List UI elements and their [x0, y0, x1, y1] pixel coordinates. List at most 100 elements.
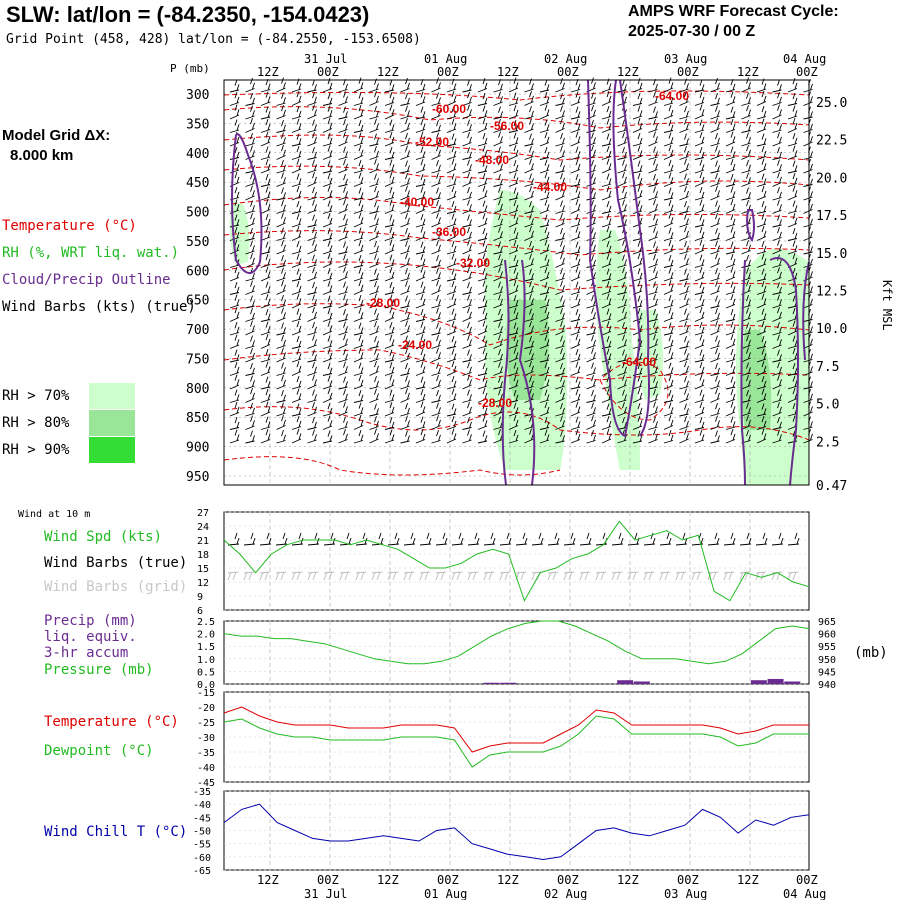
wind-barb-true	[563, 532, 576, 546]
wind-barb	[400, 387, 410, 403]
wind-barb	[493, 266, 503, 282]
wind-barb	[756, 90, 767, 106]
wind-barb	[493, 78, 503, 93]
wind-barb	[322, 172, 333, 187]
wind-barb	[539, 374, 550, 390]
wind-barb	[431, 104, 441, 120]
page-title: SLW: lat/lon = (-84.2350, -154.0423)	[6, 2, 370, 27]
pressure-tick-label: 750	[186, 352, 209, 367]
wind-barb	[245, 185, 255, 201]
wind-barb	[679, 415, 689, 430]
wind-barb	[539, 401, 550, 417]
wind-barb	[384, 401, 395, 417]
wind-barb-grid	[579, 571, 591, 581]
wind-barb	[431, 159, 441, 174]
wind-barb	[369, 200, 379, 214]
wind-barb	[446, 348, 457, 363]
wind-barb	[322, 77, 333, 93]
wind-barb	[245, 267, 255, 282]
wind-barb	[369, 308, 379, 322]
wind-barb	[710, 240, 720, 255]
precip-tick: 0.5	[197, 667, 215, 678]
wind-barb	[756, 348, 767, 363]
wind-barb	[353, 144, 364, 160]
wind-barb	[586, 347, 596, 363]
wind-barb	[617, 159, 627, 174]
wind-barb	[694, 104, 705, 120]
wind-barb	[803, 186, 813, 201]
wind-barb	[787, 362, 798, 376]
wind-barb	[508, 119, 519, 133]
wind-barb	[477, 320, 488, 336]
wind-barb	[710, 402, 720, 417]
wind-barb	[772, 214, 782, 228]
wind-speed-tick: 12	[197, 578, 209, 589]
wind-barb	[570, 333, 581, 349]
wind-barb	[663, 187, 674, 201]
wind-barb	[601, 415, 612, 430]
temperature-contour-label: -48.00	[475, 153, 509, 167]
wind-barb	[756, 268, 767, 282]
top-hour-label: 00Z	[437, 65, 459, 79]
wind-barb	[508, 132, 519, 147]
wind-barb	[508, 172, 519, 187]
bottom-hour-label: 12Z	[257, 873, 279, 887]
wind-barb	[353, 307, 364, 322]
wind-barb	[524, 200, 534, 214]
wind-barb	[477, 92, 488, 106]
wind-barb	[276, 389, 286, 403]
top-hour-label: 00Z	[677, 65, 699, 79]
wind-barb	[694, 349, 705, 363]
wind-barb	[338, 376, 348, 390]
temperature-contour-10	[223, 456, 561, 476]
wind-barb	[415, 388, 426, 403]
wind-barb	[245, 117, 255, 133]
wind-barb	[663, 239, 674, 255]
wind-barb	[601, 213, 612, 228]
precip-panel-frame	[223, 620, 810, 685]
wind-barb	[291, 403, 302, 417]
wind-barb	[508, 159, 519, 174]
wind-barb	[462, 104, 472, 120]
precip-bar	[617, 680, 634, 684]
wind-barb	[477, 430, 488, 444]
wind-barb	[260, 266, 271, 282]
wind-barb	[462, 131, 472, 147]
wind-barb	[694, 361, 705, 376]
precip-label-line3: 3-hr accum	[44, 645, 129, 661]
wind-barb	[524, 225, 534, 241]
wind-barb	[431, 187, 441, 201]
wind-barb	[601, 403, 612, 417]
wind-barb	[601, 133, 612, 147]
temperature-tick: -20	[197, 703, 215, 714]
precip-bar	[784, 681, 801, 684]
temperature-contour-label: -24.00	[398, 338, 432, 352]
wind-barb	[369, 388, 379, 403]
height-tick-label: 17.5	[816, 209, 847, 224]
wind-barb	[477, 160, 488, 174]
wind-barb	[539, 334, 550, 349]
wind-barb	[400, 267, 410, 282]
wind-barb	[291, 78, 302, 93]
wind-barb	[725, 253, 736, 268]
top-hour-label: 12Z	[257, 65, 279, 79]
wind-barb-grid	[659, 571, 671, 581]
wind-barb	[431, 347, 441, 363]
wind-barb	[679, 225, 689, 241]
wind-barb	[229, 104, 240, 120]
wind-barb	[539, 429, 550, 444]
wind-barbs-true-label: Wind Barbs (true)	[44, 555, 188, 571]
wind-barb	[446, 360, 457, 376]
wind-barb	[415, 173, 426, 187]
wind-barb	[803, 146, 813, 160]
wind-barb	[446, 158, 457, 174]
wind-barb	[493, 293, 503, 309]
wind-barb	[679, 388, 689, 403]
legend-cloud-outline: Cloud/Precip Outline	[2, 272, 171, 288]
wind-barb	[741, 402, 751, 417]
wind-barb	[570, 78, 581, 93]
wind-barb	[601, 118, 612, 133]
wind-barb	[462, 186, 472, 201]
wind-barb	[555, 105, 565, 120]
wind-barb	[276, 429, 286, 444]
